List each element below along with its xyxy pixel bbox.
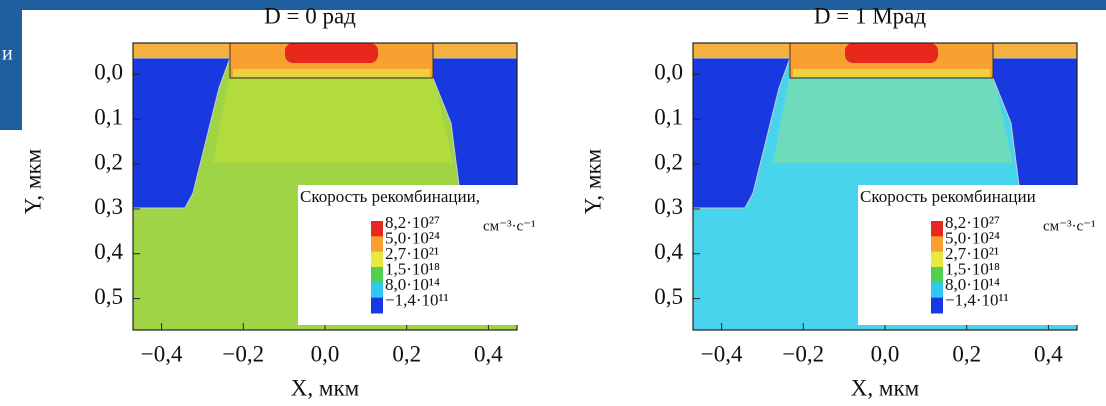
colorbar-label: 8,0·10¹⁴ xyxy=(385,275,440,294)
colorbar-title: Скорость рекомбинации xyxy=(860,187,1036,206)
x-tick-label: 0,0 xyxy=(871,341,900,366)
colorbar-swatch xyxy=(931,297,943,314)
yellow-band xyxy=(793,69,990,77)
chart-title: D = 0 рад xyxy=(264,3,356,28)
colorbar-swatch xyxy=(371,251,383,268)
y-tick-label: 0,3 xyxy=(654,194,683,219)
colorbar-label: −1,4·10¹¹ xyxy=(385,290,449,309)
colorbar-label: 5,0·10²⁴ xyxy=(945,228,1000,247)
x-axis-label: X, мкм xyxy=(291,375,360,400)
colorbar-swatch xyxy=(371,236,383,253)
yellow-band xyxy=(233,69,430,77)
colorbar-label: −1,4·10¹¹ xyxy=(945,290,1009,309)
x-tick-label: −0,4 xyxy=(701,341,743,366)
colorbar-unit: см⁻³·с⁻¹ xyxy=(483,218,536,234)
panel: −0,4 −0,2 0,0 0,2 0,4 0,0 0,1 0,2 0,3 0,4 0,5 D = 1… xyxy=(580,3,1095,400)
near-surface-region xyxy=(773,73,1013,163)
panel: −0,4 −0,2 0,0 0,2 0,4 0,0 0,1 0,2 0,3 0,4 0,5 D = 0… xyxy=(20,3,535,400)
colorbar-swatch xyxy=(931,251,943,268)
colorbar-label: 2,7·10²¹ xyxy=(385,244,439,263)
x-axis-label: X, мкм xyxy=(851,375,920,400)
chart-title: D = 1 Мрад xyxy=(814,3,926,28)
x-tick-label: −0,2 xyxy=(222,341,264,366)
core-region xyxy=(845,43,938,63)
colorbar-swatch xyxy=(931,267,943,283)
colorbar-unit: см⁻³·с⁻¹ xyxy=(1043,218,1096,234)
slide-band xyxy=(0,0,1106,10)
y-axis-label: Y, мкм xyxy=(580,148,605,214)
y-tick-label: 0,4 xyxy=(654,239,683,264)
y-tick-label: 0,2 xyxy=(94,149,123,174)
colorbar-label: 8,0·10¹⁴ xyxy=(945,275,1000,294)
y-tick-label: 0,0 xyxy=(94,60,123,85)
y-tick-label: 0,1 xyxy=(94,105,123,130)
x-tick-label: 0,0 xyxy=(311,341,340,366)
colorbar-swatch xyxy=(371,282,383,299)
x-tick-label: −0,4 xyxy=(141,341,183,366)
y-tick-label: 0,4 xyxy=(94,239,123,264)
x-tick-label: 0,4 xyxy=(474,341,503,366)
y-tick-label: 0,5 xyxy=(654,284,683,309)
colorbar-title: Скорость рекомбинации, xyxy=(300,187,480,206)
colorbar-swatch xyxy=(371,267,383,283)
colorbar-swatch xyxy=(931,282,943,299)
colorbar-label: 1,5·10¹⁸ xyxy=(385,259,440,278)
x-tick-label: 0,2 xyxy=(392,341,421,366)
colorbar-label: 5,0·10²⁴ xyxy=(385,228,440,247)
colorbar-swatch xyxy=(931,236,943,253)
colorbar-label: 8,2·10²⁷ xyxy=(385,213,440,232)
colorbar-swatch xyxy=(371,221,383,237)
x-tick-label: 0,4 xyxy=(1034,341,1063,366)
y-tick-label: 0,2 xyxy=(654,149,683,174)
y-tick-label: 0,5 xyxy=(94,284,123,309)
slide-fragment: и xyxy=(2,43,13,65)
colorbar-swatch xyxy=(371,297,383,314)
colorbar-label: 2,7·10²¹ xyxy=(945,244,999,263)
slide-side xyxy=(0,0,22,130)
near-surface-region xyxy=(213,73,453,163)
x-tick-label: 0,2 xyxy=(952,341,981,366)
legend-box xyxy=(858,185,1088,325)
core-region xyxy=(285,43,378,63)
y-axis-label: Y, мкм xyxy=(20,148,45,214)
colorbar-swatch xyxy=(931,221,943,237)
colorbar-label: 1,5·10¹⁸ xyxy=(945,259,1000,278)
x-tick-label: −0,2 xyxy=(782,341,824,366)
y-tick-label: 0,0 xyxy=(654,60,683,85)
legend-box xyxy=(298,185,528,325)
y-tick-label: 0,1 xyxy=(654,105,683,130)
colorbar-label: 8,2·10²⁷ xyxy=(945,213,1000,232)
y-tick-label: 0,3 xyxy=(94,194,123,219)
